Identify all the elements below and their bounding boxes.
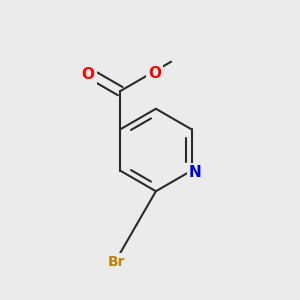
Text: Br: Br [107, 255, 125, 269]
Text: O: O [148, 66, 161, 81]
Text: Br: Br [107, 255, 125, 269]
Text: N: N [189, 166, 202, 181]
Text: O: O [82, 68, 95, 82]
Text: O: O [148, 66, 161, 81]
Text: N: N [189, 166, 202, 181]
Text: O: O [82, 68, 95, 82]
